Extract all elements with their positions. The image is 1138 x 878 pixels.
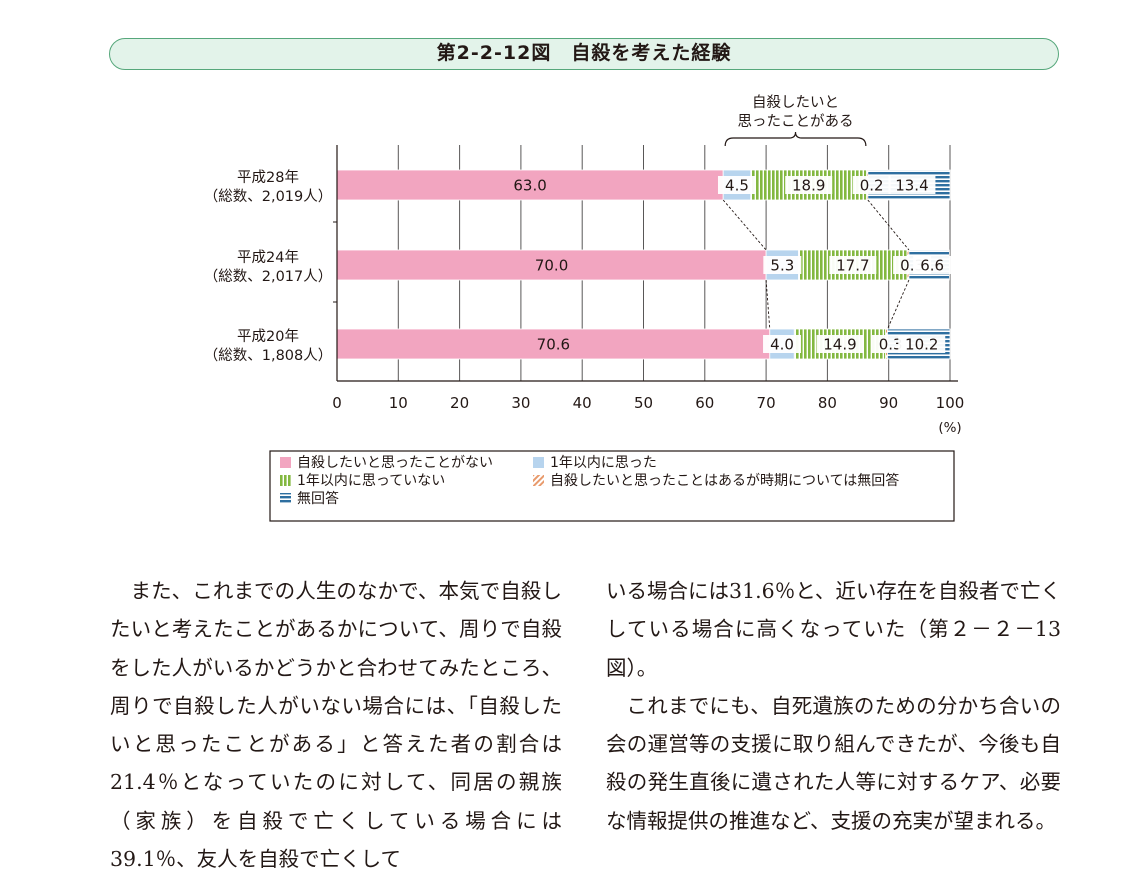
body-text-left-column: また、これまでの人生のなかで、本気で自殺したいと考えたことがあるかについて、周り… (110, 572, 562, 878)
body-text-right-column: いる場合には31.6％と、近い存在を自殺者で亡くしている場合に高くなっていた（第… (606, 572, 1061, 840)
x-tick-label: 100 (936, 394, 965, 412)
body-paragraph: いる場合には31.6％と、近い存在を自殺者で亡くしている場合に高くなっていた（第… (606, 579, 1061, 680)
legend-label: 無回答 (297, 490, 339, 507)
legend-swatch (280, 475, 291, 486)
data-label-bg (852, 176, 891, 194)
data-label-bg (763, 335, 802, 353)
category-label: （総数、2,019人） (204, 188, 333, 205)
data-label: 13.4 (895, 177, 928, 195)
x-tick-label: 60 (695, 394, 714, 412)
data-label-bg (763, 256, 802, 274)
legend-box (269, 450, 955, 522)
bracket-label: 思ったことがある (738, 113, 854, 130)
data-label: 70.6 (537, 336, 570, 354)
stacked-bar-chart: 63.0 4.5 18.9 0.2 13.4 70.0 5.3 17.7 0.3 6.6 70.6 4… (204, 94, 965, 522)
category-label: 平成20年 (237, 328, 299, 345)
data-label-bg (717, 176, 756, 194)
x-tick-label: 50 (634, 394, 653, 412)
data-label-bg (829, 256, 877, 274)
bracket-label: 自殺したいと (752, 94, 839, 111)
category-label: 平成28年 (237, 169, 299, 186)
x-tick-label: 30 (511, 394, 530, 412)
data-label: 70.0 (535, 257, 568, 275)
x-tick-label: 10 (389, 394, 408, 412)
category-label: 平成24年 (237, 249, 299, 266)
connector-line (867, 199, 910, 251)
data-label: 4.5 (725, 177, 749, 195)
x-tick-label: 80 (818, 394, 837, 412)
legend-label: 自殺したいと思ったことがない (297, 455, 493, 471)
x-tick-label: 40 (573, 394, 592, 412)
x-axis-unit: (%) (938, 420, 961, 436)
figure-title: 第2-2-12図 自殺を考えた経験 (109, 38, 1059, 70)
data-label: 0.3 (879, 336, 903, 354)
legend-swatch (533, 475, 544, 486)
connector-line (765, 279, 771, 330)
data-label: 6.6 (920, 257, 944, 275)
x-tick-label: 20 (450, 394, 469, 412)
data-label-bg (785, 176, 833, 194)
body-paragraph: また、これまでの人生のなかで、本気で自殺したいと考えたことがあるかについて、周り… (110, 579, 562, 872)
data-label: 18.9 (792, 177, 825, 195)
bar-segment (336, 169, 724, 201)
bar-segment (336, 249, 767, 281)
data-label-bg (898, 335, 946, 353)
data-label-bg (913, 256, 952, 274)
body-paragraph: これまでにも、自死遺族のための分かち合いの会の運営等の支援に取り組んできたが、今… (606, 693, 1061, 833)
data-label: 63.0 (513, 177, 546, 195)
data-label: 5.3 (770, 257, 794, 275)
connector-line (887, 279, 910, 330)
category-label: （総数、1,808人） (204, 347, 333, 364)
data-label: 17.7 (836, 257, 869, 275)
legend-swatch (533, 457, 544, 468)
legend-label: 自殺したいと思ったことはあるが時期については無回答 (550, 472, 899, 489)
category-label: （総数、2,017人） (204, 268, 333, 285)
x-tick-label: 0 (332, 394, 342, 412)
legend-swatch (280, 457, 291, 468)
legend-label: 1年以内に思っていない (297, 473, 445, 489)
data-label: 10.2 (905, 336, 938, 354)
data-label: 14.9 (823, 336, 856, 354)
data-label-bg (888, 176, 936, 194)
x-tick-label: 90 (879, 394, 898, 412)
data-label: 4.0 (770, 336, 794, 354)
data-label-bg (816, 335, 864, 353)
connector-line (722, 199, 767, 251)
bracket-brace (724, 131, 867, 147)
data-label: 0.2 (860, 177, 884, 195)
x-tick-label: 70 (757, 394, 776, 412)
bar-segment (336, 328, 771, 360)
legend-swatch (280, 493, 291, 504)
legend-label: 1年以内に思った (550, 455, 657, 471)
